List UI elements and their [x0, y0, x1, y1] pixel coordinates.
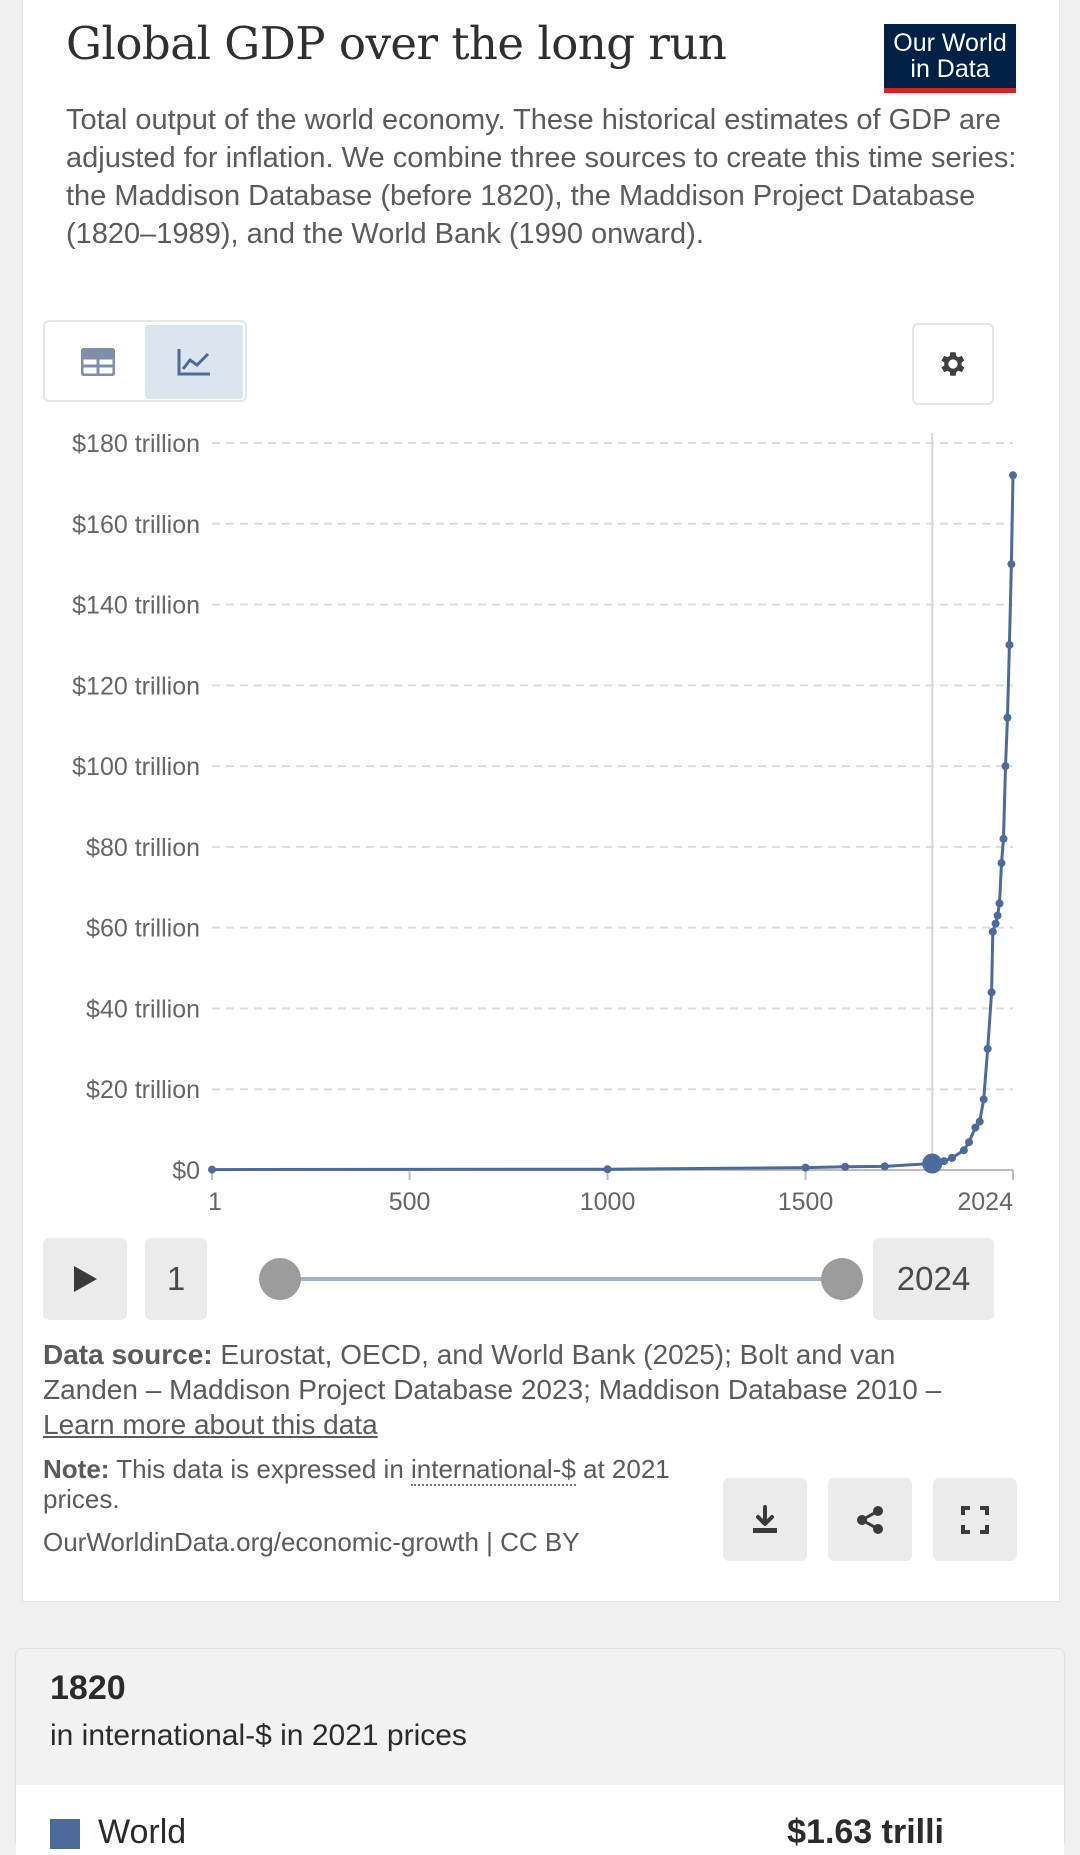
chart-title: Global GDP over the long run [66, 17, 727, 70]
y-tick-label: $20 trillion [86, 1076, 200, 1104]
data-point [603, 1165, 612, 1174]
data-point [987, 988, 996, 997]
x-tick-label: 1 [208, 1188, 222, 1216]
download-icon [753, 1504, 777, 1533]
timeline-end-year[interactable]: 2024 [873, 1238, 994, 1320]
data-point [1001, 762, 1010, 771]
data-point [1009, 471, 1017, 480]
data-point [991, 919, 1000, 928]
y-tick-label: $0 [172, 1157, 200, 1185]
x-tick-label: 1500 [778, 1188, 834, 1216]
timeline-start-handle[interactable] [259, 1258, 301, 1300]
download-button[interactable] [723, 1478, 807, 1561]
y-tick-label: $120 trillion [72, 672, 200, 700]
tooltip-unit: in international-$ in 2021 prices [50, 1719, 467, 1752]
y-tick-label: $160 trillion [72, 511, 200, 539]
y-tick-label: $60 trillion [86, 915, 200, 943]
note-text-after: at 2021 prices. [43, 1454, 670, 1514]
data-point [1005, 640, 1014, 649]
series-line [211, 475, 1015, 1172]
share-button[interactable] [828, 1478, 912, 1561]
grid-lines: $0 $20 trillion $40 trillion $60 trillion $8… [72, 430, 1013, 1185]
data-point [997, 859, 1006, 868]
x-axis: 1 500 1000 1500 2024 [208, 1169, 1014, 1216]
note-text-before: This data is expressed in [109, 1454, 412, 1484]
data-point [1007, 560, 1016, 569]
data-note: Note: This data is expressed in internat… [43, 1454, 693, 1514]
tooltip-year: 1820 [50, 1669, 126, 1707]
data-point [979, 1095, 988, 1104]
data-point [841, 1162, 850, 1171]
tooltip-value: $1.63 trilli [787, 1813, 944, 1851]
highlight-point [922, 1153, 943, 1174]
data-point [959, 1146, 968, 1155]
fullscreen-button[interactable] [933, 1478, 1017, 1561]
line-chart-icon [177, 349, 210, 376]
timeline-end-handle[interactable] [821, 1258, 863, 1300]
x-tick-label: 500 [389, 1188, 431, 1216]
table-icon [81, 348, 115, 376]
owid-logo[interactable]: Our World in Data [884, 24, 1016, 93]
play-button[interactable] [43, 1238, 127, 1320]
play-icon [74, 1266, 97, 1292]
data-point [801, 1163, 810, 1172]
learn-more-link[interactable]: Learn more about this data [43, 1409, 378, 1440]
tooltip-entity: World [98, 1813, 187, 1851]
tab-table[interactable] [49, 325, 147, 399]
data-point [965, 1138, 974, 1147]
data-point [971, 1123, 980, 1132]
tooltip-panel: 1820 in international-$ in 2021 prices W… [15, 1648, 1065, 1855]
y-tick-label: $180 trillion [72, 430, 200, 458]
international-dollar-link[interactable]: international-$ [411, 1454, 576, 1486]
y-tick-label: $140 trillion [72, 592, 200, 620]
view-tabs [43, 320, 247, 402]
y-tick-label: $80 trillion [86, 834, 200, 862]
source-url[interactable]: OurWorldinData.org/economic-growth | CC … [43, 1527, 580, 1557]
y-tick-label: $100 trillion [72, 753, 200, 781]
note-label: Note: [43, 1454, 110, 1484]
chart-card: Global GDP over the long run Our World i… [22, 0, 1060, 1602]
data-point [880, 1162, 889, 1171]
data-source: Data source: Eurostat, OECD, and World B… [43, 1337, 943, 1442]
source-text: Eurostat, OECD, and World Bank (2025); B… [43, 1339, 942, 1405]
data-point [948, 1153, 957, 1162]
source-label: Data source: [43, 1339, 213, 1370]
x-tick-label: 2024 [957, 1188, 1013, 1216]
data-point [983, 1044, 992, 1053]
data-point [995, 899, 1004, 908]
series-world[interactable] [208, 471, 1017, 1174]
data-point [999, 834, 1008, 843]
gear-icon [941, 352, 965, 376]
share-icon [857, 1505, 883, 1534]
line-chart: $0 $20 trillion $40 trillion $60 trillion $8… [72, 430, 1017, 1216]
data-point [208, 1165, 216, 1174]
data-point [975, 1117, 984, 1126]
logo-line-2: in Data [910, 55, 990, 83]
data-point [993, 911, 1002, 920]
timeline-start-year[interactable]: 1 [145, 1238, 207, 1320]
settings-button[interactable] [912, 323, 994, 405]
tab-chart[interactable] [145, 325, 243, 399]
chart-subtitle: Total output of the world economy. These… [66, 104, 1017, 250]
y-tick-label: $40 trillion [86, 995, 200, 1023]
logo-line-1: Our World [893, 29, 1007, 57]
fullscreen-icon [961, 1505, 989, 1534]
data-point [1003, 713, 1012, 722]
data-point [988, 927, 997, 936]
timeline-track[interactable] [282, 1277, 822, 1281]
tooltip-row-world[interactable]: World $1.63 trilli [16, 1785, 1064, 1855]
x-tick-label: 1000 [580, 1188, 636, 1216]
